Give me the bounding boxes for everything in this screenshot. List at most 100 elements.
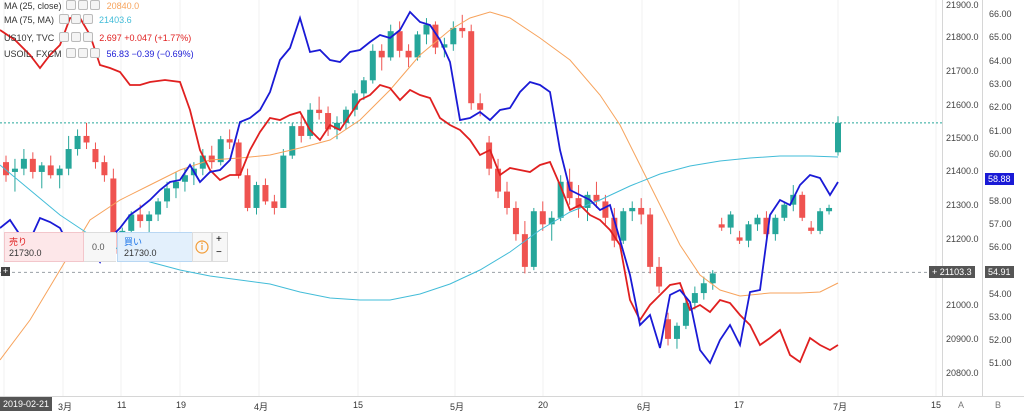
oil-current-tag: 58.88 xyxy=(985,173,1014,185)
candle-body xyxy=(495,168,502,192)
date-tick: 17 xyxy=(734,400,745,410)
oil-tick: 61.00 xyxy=(989,126,1012,136)
candle-body xyxy=(530,211,537,267)
date-tick: 20 xyxy=(538,400,549,410)
candle-body xyxy=(235,142,242,176)
price-tick: 21200.0 xyxy=(946,234,979,244)
candle-body xyxy=(20,158,27,169)
legend-ma25[interactable]: MA (25, close) 20840.0 xyxy=(4,0,139,11)
sell-button[interactable]: 売り 21730.0 xyxy=(4,232,84,262)
qty-stepper[interactable]: + − xyxy=(212,232,228,262)
date-tick: 11 xyxy=(117,400,127,410)
price-tick: 21300.0 xyxy=(946,200,979,210)
candle-body xyxy=(432,24,439,48)
candle-body xyxy=(477,103,484,110)
candle-body xyxy=(450,27,457,45)
oil-tick: 65.00 xyxy=(989,32,1012,42)
close-icon[interactable] xyxy=(82,32,93,42)
minus-button[interactable]: − xyxy=(216,247,222,258)
legend-ma75-label: MA (75, MA) xyxy=(4,15,55,25)
candle-body xyxy=(29,158,36,172)
candle-body xyxy=(351,93,358,110)
info-icon xyxy=(195,240,209,254)
candle-body xyxy=(665,319,672,339)
candle-body xyxy=(423,24,430,35)
eye-icon[interactable] xyxy=(58,14,69,24)
candle-body xyxy=(602,201,609,218)
close-icon[interactable] xyxy=(90,0,101,10)
candle-body xyxy=(414,34,421,58)
legend-ma25-value: 20840.0 xyxy=(106,1,140,11)
candle-body xyxy=(181,175,188,182)
candle-body xyxy=(360,80,367,94)
candle-body xyxy=(316,109,323,114)
info-button[interactable] xyxy=(192,232,212,262)
candle-body xyxy=(754,217,761,225)
candle-body xyxy=(521,234,528,267)
time-axis[interactable]: 2019-02-21 3月 11 19 4月 15 5月 20 6月 17 7月… xyxy=(0,396,1024,414)
candle-body xyxy=(128,214,135,231)
candle-body xyxy=(289,126,296,156)
price-tick: 21000.0 xyxy=(946,300,979,310)
date-tick: 4月 xyxy=(254,402,269,412)
candle-body xyxy=(763,217,770,235)
sell-price: 21730.0 xyxy=(9,248,42,258)
candle-body xyxy=(325,113,332,130)
legend-usoil-label: USOIL, FXCM xyxy=(4,49,62,59)
candle-body xyxy=(387,31,394,58)
candle-body xyxy=(56,168,63,176)
oil-tick: 64.00 xyxy=(989,56,1012,66)
buy-label: 買い xyxy=(124,237,143,247)
legend-usoil[interactable]: USOIL, FXCM 56.83 −0.39 (−0.69%) xyxy=(4,48,194,59)
price-chart[interactable] xyxy=(0,0,942,396)
oil-tick: 51.00 xyxy=(989,358,1012,368)
sell-label: 売り xyxy=(9,237,28,247)
buy-button[interactable]: 買い 21730.0 xyxy=(117,232,193,262)
candle-body xyxy=(593,194,600,202)
date-tick: 19 xyxy=(176,400,187,410)
price-tick: 21800.0 xyxy=(946,32,979,42)
quantity-value: 0.0 xyxy=(92,242,105,252)
quantity-input[interactable]: 0.0 xyxy=(84,232,116,262)
date-tick: 6月 xyxy=(637,402,652,412)
gear-icon[interactable] xyxy=(78,0,89,10)
candle-body xyxy=(772,217,779,235)
price-axis[interactable]: 21900.0 21800.0 21700.0 21600.0 21500.0 … xyxy=(929,0,983,396)
buy-price: 21730.0 xyxy=(124,248,157,258)
gear-icon[interactable] xyxy=(78,48,89,58)
candle-body xyxy=(280,155,287,208)
auto-scale-button[interactable]: A xyxy=(958,400,965,410)
legend-us10y[interactable]: US10Y, TVC 2.697 +0.047 (+1.77%) xyxy=(4,32,191,43)
plus-button[interactable]: + xyxy=(216,234,222,245)
candle-body xyxy=(378,50,385,58)
eye-icon[interactable] xyxy=(66,48,77,58)
price-tick: 21900.0 xyxy=(946,0,979,10)
candle-body xyxy=(262,185,269,202)
candle-body xyxy=(826,207,833,212)
oil-tick: 66.00 xyxy=(989,9,1012,19)
candle-body xyxy=(736,237,743,241)
candle-body xyxy=(155,201,162,215)
candle-body xyxy=(459,27,466,32)
candle-body xyxy=(539,211,546,225)
crosshair-plus-icon[interactable]: + xyxy=(1,266,10,276)
date-tick: 15 xyxy=(931,400,942,410)
us10y-line xyxy=(0,17,839,364)
oil-tick: 62.00 xyxy=(989,102,1012,112)
usoil-line xyxy=(0,10,839,365)
candle-body xyxy=(575,198,582,208)
gear-icon[interactable] xyxy=(70,14,81,24)
last-price-tag: + 21103.3 xyxy=(929,266,975,278)
close-icon[interactable] xyxy=(82,14,93,24)
log-scale-button[interactable]: B xyxy=(995,400,1002,410)
candle-body xyxy=(226,139,233,143)
oil-axis[interactable]: 66.00 65.00 64.00 63.00 62.00 61.00 60.0… xyxy=(982,0,1024,396)
close-icon[interactable] xyxy=(90,48,101,58)
eye-icon[interactable] xyxy=(66,0,77,10)
gear-icon[interactable] xyxy=(70,32,81,42)
candle-body xyxy=(441,44,448,48)
eye-icon[interactable] xyxy=(58,32,69,42)
chart-area[interactable] xyxy=(0,0,942,396)
candle-body xyxy=(11,168,18,172)
legend-ma75[interactable]: MA (75, MA) 21403.6 xyxy=(4,14,132,25)
